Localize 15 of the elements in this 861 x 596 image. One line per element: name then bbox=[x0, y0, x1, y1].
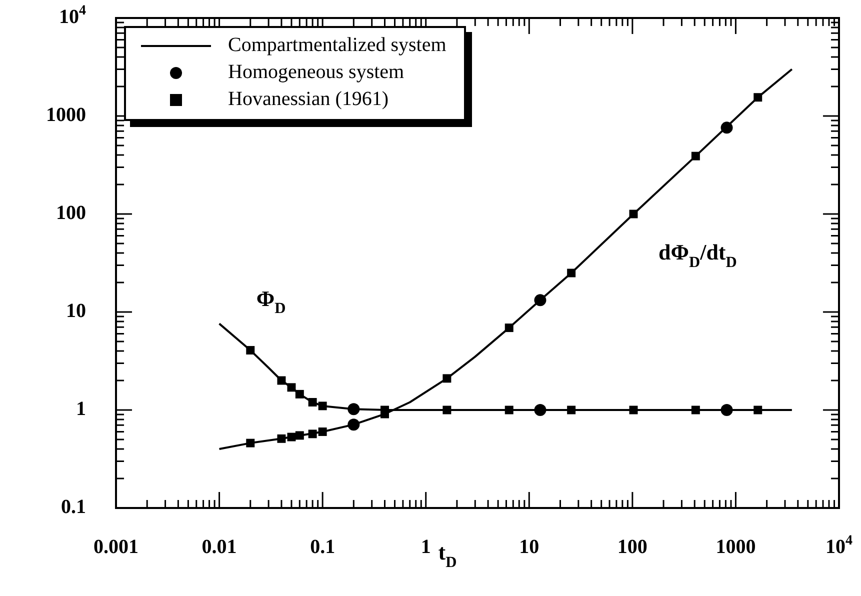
y-tick-label: 0.1 bbox=[61, 496, 86, 518]
x-tick-label: 0.1 bbox=[310, 536, 336, 558]
x-tick-label: 10 bbox=[519, 536, 540, 558]
y-tick-label: 100 bbox=[56, 202, 86, 224]
x-tick-label: 1 bbox=[420, 536, 431, 558]
legend-label: Compartmentalized system bbox=[228, 34, 446, 57]
y-tick-label: 1 bbox=[76, 398, 86, 420]
x-tick-label: 0.01 bbox=[202, 536, 237, 558]
x-tick-label: 1000 bbox=[716, 536, 756, 558]
y-tick-label: 1000 bbox=[46, 104, 86, 126]
x-tick-label: 0.001 bbox=[94, 536, 138, 558]
legend-label: Homogeneous system bbox=[228, 61, 404, 84]
y-tick-label: 10 bbox=[66, 300, 86, 322]
x-tick-label: 100 bbox=[617, 536, 648, 558]
legend-label: Hovanessian (1961) bbox=[228, 88, 389, 111]
